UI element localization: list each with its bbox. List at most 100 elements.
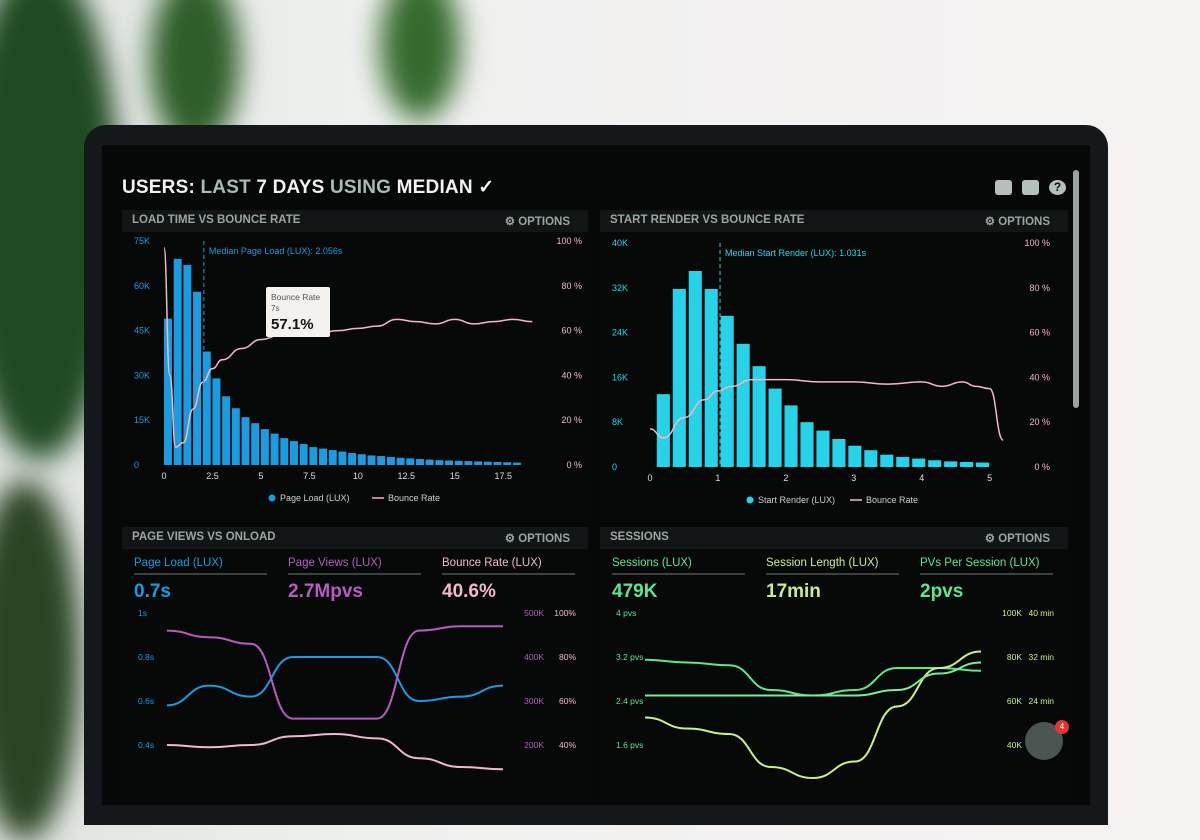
kpi-value: 479K [612, 581, 658, 602]
bar [720, 315, 734, 467]
median-annotation: Median Start Render (LUX): 1.031s [725, 248, 867, 258]
bar [800, 422, 814, 467]
bar [396, 457, 405, 465]
y-tick-label: 4 pvs [616, 608, 636, 618]
y2-tick-label: 40 % [561, 370, 582, 380]
bar [704, 288, 718, 467]
bar [503, 462, 512, 465]
bar [377, 456, 386, 465]
y2-tick-label: 400K [524, 652, 544, 662]
chat-badge: 4 [1055, 720, 1069, 734]
median-annotation: Median Page Load (LUX): 2.056s [209, 246, 343, 256]
bounce-rate-line [649, 378, 1004, 441]
y2-tick-label: 60 % [561, 326, 582, 336]
series-line [644, 661, 982, 697]
bar [357, 454, 366, 465]
panel-title: START RENDER VS BOUNCE RATE [610, 214, 805, 226]
legend-label: Start Render (LUX) [758, 495, 835, 505]
chart-load-time: 0 15K 30K 45K 60K 75K 0 % 20 % 40 % 60 % 80 % 100 %… [134, 236, 582, 503]
bar [222, 396, 231, 465]
scrollbar[interactable] [1073, 170, 1079, 408]
series-line [644, 658, 982, 697]
y-tick-label: 0.4s [138, 740, 154, 750]
y-tick-label: 30K [134, 370, 150, 380]
y2-tick-label: 100K [1002, 608, 1022, 618]
series-line [166, 732, 504, 771]
monitor-icon[interactable] [995, 180, 1012, 195]
bar [928, 460, 942, 467]
bar [231, 408, 240, 465]
bar [912, 458, 926, 467]
x-tick-label: 1 [715, 473, 720, 483]
bar [260, 429, 269, 465]
kpi-value: 0.7s [134, 581, 171, 602]
bar [752, 366, 766, 467]
y2-tick-label: 300K [524, 696, 544, 706]
x-tick-label: 12.5 [398, 471, 416, 481]
legend-label: Bounce Rate [866, 495, 918, 505]
title-users: USERS: [122, 177, 195, 198]
x-tick-label: 7.5 [303, 471, 316, 481]
y2-tick-label: 40K [1007, 740, 1022, 750]
y2-tick-label: 0 % [1034, 462, 1050, 472]
x-tick-label: 4 [919, 473, 924, 483]
bar [656, 394, 670, 467]
panel-load-time: LOAD TIME VS BOUNCE RATE ⚙ OPTIONS 0 15K 30… [122, 210, 588, 515]
y2-tick-label: 60 % [1029, 328, 1050, 338]
tooltip-title: Bounce Rate [271, 292, 320, 302]
title-using: USING [329, 177, 392, 198]
y-tick-label: 8K [612, 417, 623, 427]
bar [960, 461, 974, 467]
y-tick-label: 0.8s [138, 652, 154, 662]
panel-start-render: START RENDER VS BOUNCE RATE ⚙ OPTIONS 0 8K… [600, 210, 1068, 515]
y2-tick-label: 40 % [1029, 372, 1050, 382]
y-tick-label: 45K [134, 326, 150, 336]
y-tick-label: 1.6 pvs [616, 740, 643, 750]
options-button[interactable]: ⚙ OPTIONS [984, 533, 1050, 545]
tooltip-value: 57.1% [271, 316, 314, 333]
bar [784, 405, 798, 467]
bar [832, 439, 846, 467]
legend-label: Page Load (LUX) [280, 493, 350, 503]
bar [768, 388, 782, 467]
options-button[interactable]: ⚙ OPTIONS [504, 216, 570, 228]
bar [212, 378, 221, 465]
panel-title: SESSIONS [610, 531, 669, 543]
bar [183, 264, 192, 465]
kpi-value: 17min [766, 581, 821, 602]
kpi-label: Session Length (LUX) [766, 557, 879, 569]
y2-tick-label: 0 % [566, 460, 582, 470]
chevron-down-icon[interactable]: ✓ [478, 177, 495, 198]
kpi-label: Page Views (LUX) [288, 557, 382, 569]
share-icon[interactable] [1022, 180, 1039, 195]
y-tick-label: 1s [138, 608, 147, 618]
bar [474, 461, 483, 465]
bar [193, 291, 202, 465]
y3-tick-label: 100% [554, 608, 576, 618]
bar [848, 445, 862, 467]
bar [202, 351, 211, 465]
bar [944, 461, 958, 467]
bar [251, 423, 260, 465]
bar [406, 458, 415, 465]
y2-tick-label: 80K [1007, 652, 1022, 662]
y2-tick-label: 20 % [561, 415, 582, 425]
panel-title: LOAD TIME VS BOUNCE RATE [132, 214, 301, 226]
y3-tick-label: 40 min [1028, 608, 1054, 618]
options-button[interactable]: ⚙ OPTIONS [984, 216, 1050, 228]
y3-tick-label: 40% [559, 740, 576, 750]
chart-sessions: Sessions (LUX) 479K Session Length (LUX) 17… [612, 557, 1054, 780]
kpi-label: Sessions (LUX) [612, 557, 692, 569]
bar [241, 417, 250, 465]
bar [309, 447, 318, 465]
x-tick-label: 15 [450, 471, 460, 481]
y2-tick-label: 60K [1007, 696, 1022, 706]
kpi-value: 2.7Mpvs [288, 581, 363, 602]
x-tick-label: 5 [987, 473, 992, 483]
y-tick-label: 24K [612, 328, 628, 338]
kpi-label: Page Load (LUX) [134, 557, 223, 569]
kpi-value: 2pvs [920, 581, 963, 602]
help-icon[interactable]: ? [1049, 180, 1066, 195]
dashboard-title[interactable]: USERS: LAST 7 DAYS USING MEDIAN ✓ [122, 176, 494, 199]
options-button[interactable]: ⚙ OPTIONS [504, 533, 570, 545]
